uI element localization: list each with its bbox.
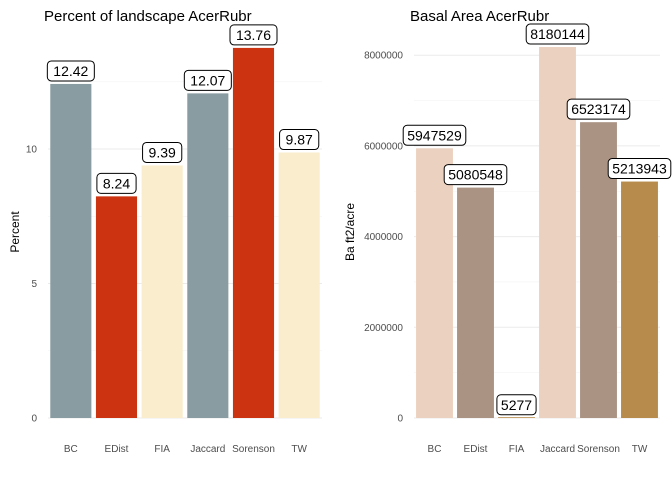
basal-area-bar-bc xyxy=(416,148,453,418)
basal-area-data-label: 5080548 xyxy=(448,167,503,183)
basal-area-x-tick-label: FIA xyxy=(509,444,525,455)
percent-x-tick-label: EDist xyxy=(105,444,129,455)
percent-data-label-box xyxy=(229,24,278,46)
basal-area-y-ticks: 0 2000000 4000000 6000000 8000000 xyxy=(364,51,403,425)
basal-area-data-label: 5277 xyxy=(501,397,532,413)
basal-area-chart-title: Basal Area AcerRubr xyxy=(410,8,549,25)
basal-area-x-tick-label: BC xyxy=(428,444,442,455)
percent-x-tick-label: Sorenson xyxy=(232,444,275,455)
basal-area-y-tick-label: 4000000 xyxy=(364,232,403,243)
percent-data-label: 8.24 xyxy=(103,175,130,191)
basal-area-data-label-box xyxy=(496,394,537,416)
percent-y-axis-title: Percent xyxy=(8,211,22,253)
percent-data-label: 13.76 xyxy=(236,27,271,43)
basal-area-x-tick-label: Jaccard xyxy=(540,444,575,455)
percent-x-tick-label: BC xyxy=(64,444,78,455)
percent-data-label: 12.07 xyxy=(190,72,225,88)
basal-area-y-tick-label: 0 xyxy=(397,414,403,425)
basal-area-data-label: 8180144 xyxy=(530,26,585,42)
basal-area-data-label-box xyxy=(566,98,631,120)
basal-area-x-ticks: BC EDist FIA Jaccard Sorenson TW xyxy=(428,444,648,455)
percent-bar-jaccard xyxy=(187,93,229,419)
basal-area-bar-tw xyxy=(621,181,658,418)
basal-area-data-label-box xyxy=(607,158,672,180)
percent-data-label-box xyxy=(46,60,95,82)
percent-data-label-box xyxy=(96,172,137,194)
basal-area-data-label: 5947529 xyxy=(407,127,462,143)
basal-area-data-label: 6523174 xyxy=(571,101,626,117)
percent-bar-sorenson xyxy=(232,47,275,419)
percent-bar-tw xyxy=(278,152,320,418)
percent-x-tick-label: TW xyxy=(291,444,307,455)
percent-data-label-box xyxy=(183,69,232,91)
percent-y-ticks: 0 5 10 xyxy=(26,145,38,425)
percent-data-label: 9.87 xyxy=(286,132,313,148)
percent-panel: Percent of landscape AcerRubr Percent 0 5… xyxy=(8,8,322,455)
percent-data-label: 9.39 xyxy=(149,144,176,160)
percent-bar-edist xyxy=(95,196,138,418)
percent-y-tick-label: 10 xyxy=(26,145,38,156)
basal-area-x-tick-label: TW xyxy=(632,444,648,455)
percent-bars xyxy=(50,47,320,419)
basal-area-data-label: 5213943 xyxy=(612,161,667,177)
basal-area-y-tick-label: 2000000 xyxy=(364,323,403,334)
percent-data-labels: 12.42 8.24 9.39 12.07 13.76 9.87 xyxy=(46,24,320,194)
basal-area-data-labels: 5947529 5080548 5277 8180144 6523174 5213943 xyxy=(402,23,672,416)
basal-area-y-tick-label: 6000000 xyxy=(364,141,403,152)
basal-area-data-label-box xyxy=(443,164,508,186)
percent-data-label: 12.42 xyxy=(53,63,88,79)
basal-area-panel: Basal Area AcerRubr Ba ft2/acre 0 2000000… xyxy=(343,8,672,455)
basal-area-bars xyxy=(416,47,658,419)
percent-data-label-box xyxy=(142,141,183,163)
percent-y-tick-label: 5 xyxy=(31,279,37,290)
percent-x-tick-label: FIA xyxy=(154,444,170,455)
percent-chart-title: Percent of landscape AcerRubr xyxy=(44,8,252,25)
percent-bar-bc xyxy=(50,83,92,418)
basal-area-data-label-box xyxy=(525,23,590,45)
basal-area-y-tick-label: 8000000 xyxy=(364,51,403,62)
basal-area-bar-fia xyxy=(498,417,535,418)
percent-y-tick-label: 0 xyxy=(31,414,37,425)
basal-area-bar-edist xyxy=(457,187,494,418)
percent-data-label-box xyxy=(279,129,320,151)
percent-x-ticks: BC EDist FIA Jaccard Sorenson TW xyxy=(64,444,308,455)
basal-area-data-label-box xyxy=(402,124,467,146)
basal-area-x-tick-label: Sorenson xyxy=(577,444,620,455)
basal-area-y-axis-title: Ba ft2/acre xyxy=(343,203,357,261)
percent-x-tick-label: Jaccard xyxy=(190,444,225,455)
basal-area-x-tick-label: EDist xyxy=(464,444,488,455)
percent-bar-fia xyxy=(141,165,183,418)
